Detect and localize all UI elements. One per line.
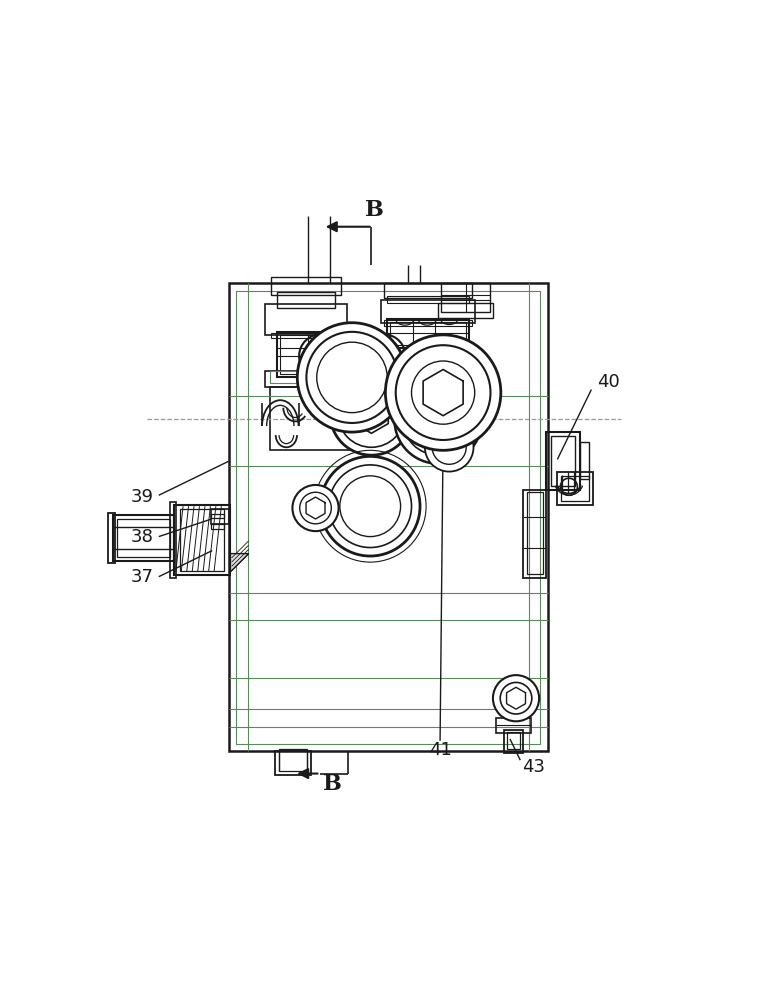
Bar [211,524,224,529]
Bar [527,492,543,574]
Bar [550,436,575,486]
Circle shape [297,323,407,432]
Bar [504,730,524,753]
Circle shape [394,376,482,464]
Bar [265,304,347,335]
Bar [270,387,364,450]
Bar [390,322,466,345]
Circle shape [493,675,539,721]
Bar [271,277,341,295]
Bar [441,283,490,312]
Bar [271,333,341,338]
Bar [380,300,475,323]
Bar [265,371,493,387]
Text: 43: 43 [522,758,545,776]
Text: 39: 39 [130,488,153,506]
Bar [561,476,589,501]
Bar [557,472,593,505]
Bar [496,718,532,733]
Circle shape [386,335,501,450]
Bar [211,509,229,524]
Bar [174,505,230,575]
Bar [180,509,223,571]
Bar [211,514,224,518]
Bar [280,335,332,374]
Text: 38: 38 [130,528,153,546]
Bar [270,371,440,383]
Text: 40: 40 [597,373,620,391]
Bar [580,442,589,479]
Bar [383,283,472,298]
Bar [278,292,335,308]
Bar [229,283,547,751]
Text: B: B [365,199,384,221]
Bar [107,513,115,563]
Bar [169,502,176,578]
Bar [523,490,546,578]
Bar [383,320,472,326]
Bar [236,291,540,744]
Text: 37: 37 [130,568,153,586]
Text: A: A [393,430,407,448]
Circle shape [292,485,339,531]
Bar [113,527,174,549]
Bar [278,332,335,377]
Text: B: B [322,773,341,795]
Text: 41: 41 [429,741,452,759]
Polygon shape [230,554,249,572]
Bar [546,432,580,490]
Circle shape [330,373,412,455]
Text: A: A [410,383,424,401]
Polygon shape [230,554,249,572]
Bar [113,515,174,561]
Circle shape [425,423,474,472]
Circle shape [321,456,420,556]
Bar [507,732,521,749]
Bar [118,519,169,557]
Bar [387,296,469,303]
Bar [279,749,307,771]
Bar [387,319,469,348]
Bar [275,751,310,775]
Bar [438,303,493,318]
